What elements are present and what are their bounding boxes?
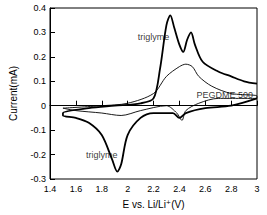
svg-text:1.8: 1.8 (95, 184, 108, 194)
svg-text:0.3: 0.3 (33, 27, 46, 37)
svg-text:0.1: 0.1 (33, 76, 46, 86)
svg-text:-0.3: -0.3 (30, 174, 46, 184)
svg-text:2.8: 2.8 (225, 184, 238, 194)
svg-text:2.6: 2.6 (199, 184, 212, 194)
svg-text:0.2: 0.2 (33, 52, 46, 62)
svg-text:2.4: 2.4 (173, 184, 186, 194)
svg-text:1.6: 1.6 (70, 184, 83, 194)
svg-text:PEGDME 500: PEGDME 500 (196, 89, 253, 100)
svg-text:2.2: 2.2 (147, 184, 160, 194)
svg-text:triglyme: triglyme (86, 150, 118, 160)
svg-text:0: 0 (41, 101, 46, 111)
svg-text:0.4: 0.4 (33, 3, 46, 13)
svg-text:-0.2: -0.2 (30, 150, 46, 160)
svg-text:3: 3 (254, 184, 259, 194)
svg-text:-0.1: -0.1 (30, 125, 46, 135)
svg-text:1.4: 1.4 (44, 184, 57, 194)
svg-text:triglyme: triglyme (137, 32, 170, 43)
svg-text:2: 2 (125, 184, 130, 194)
svg-text:Current(mA): Current(mA) (8, 66, 19, 121)
svg-text:E vs. Li/Li⁺(V): E vs. Li/Li⁺(V) (123, 199, 185, 210)
